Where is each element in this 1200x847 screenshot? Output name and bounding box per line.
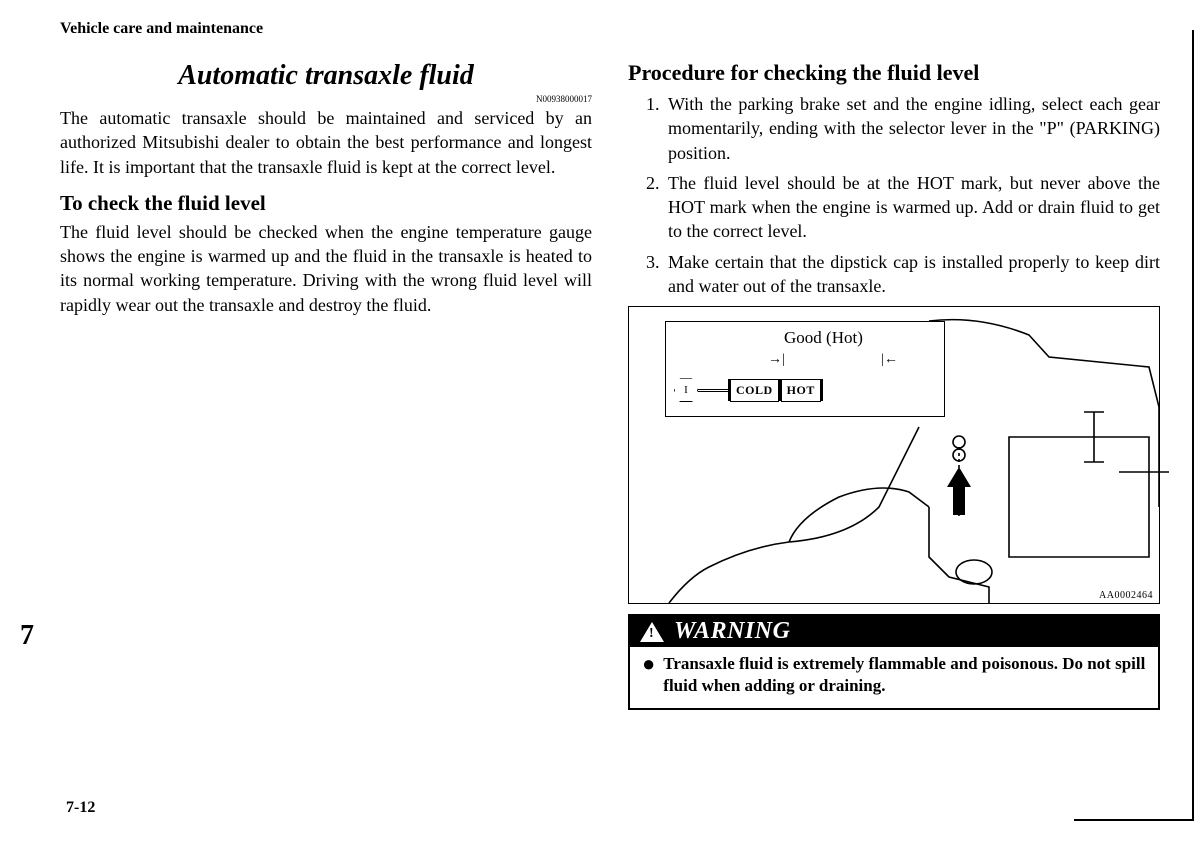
intro-paragraph: The automatic transaxle should be mainta… bbox=[60, 106, 592, 179]
page-edge-line bbox=[1192, 30, 1194, 820]
procedure-step: With the parking brake set and the engin… bbox=[664, 92, 1160, 165]
main-title: Automatic transaxle fluid bbox=[60, 60, 592, 92]
left-column: Automatic transaxle fluid N00938000017 T… bbox=[60, 18, 592, 847]
page-number: 7-12 bbox=[66, 799, 95, 817]
dipstick-inset: Good (Hot) →| |← I COLD HOT bbox=[665, 321, 945, 417]
dipstick-shaft bbox=[698, 389, 728, 392]
page-content: Automatic transaxle fluid N00938000017 T… bbox=[0, 0, 1200, 847]
up-arrow-icon bbox=[947, 467, 971, 515]
warning-text: Transaxle fluid is extremely flammable a… bbox=[663, 653, 1146, 697]
figure-code: AA0002464 bbox=[1099, 590, 1153, 601]
arrow-left-icon: |← bbox=[881, 352, 898, 368]
procedure-step: Make certain that the dipstick cap is in… bbox=[664, 250, 1160, 299]
warning-title: WARNING bbox=[674, 618, 790, 645]
dipstick-cap-icon: I bbox=[674, 378, 698, 402]
cold-mark: COLD bbox=[730, 379, 779, 402]
page-edge-line bbox=[1074, 819, 1194, 821]
subsection-body: The fluid level should be checked when t… bbox=[60, 220, 592, 317]
good-hot-label: Good (Hot) bbox=[784, 328, 863, 348]
reference-code: N00938000017 bbox=[60, 94, 592, 104]
arrow-right-icon: →| bbox=[768, 352, 785, 368]
range-arrows: →| |← bbox=[768, 352, 898, 368]
right-column: Procedure for checking the fluid level W… bbox=[628, 18, 1160, 847]
procedure-list: With the parking brake set and the engin… bbox=[628, 92, 1160, 298]
dipstick-diagram: I COLD HOT bbox=[674, 378, 823, 402]
bullet-icon: ● bbox=[642, 653, 655, 697]
hot-mark: HOT bbox=[781, 379, 821, 402]
chapter-number: 7 bbox=[20, 620, 34, 652]
warning-triangle-icon bbox=[640, 622, 664, 642]
dipstick-figure: Good (Hot) →| |← I COLD HOT AA0002464 bbox=[628, 306, 1160, 604]
subsection-title: To check the fluid level bbox=[60, 191, 592, 216]
procedure-step: The fluid level should be at the HOT mar… bbox=[664, 171, 1160, 244]
procedure-title: Procedure for checking the fluid level bbox=[628, 60, 1160, 86]
divider-line bbox=[821, 379, 823, 401]
warning-header: WARNING bbox=[630, 616, 1158, 647]
warning-box: WARNING ● Transaxle fluid is extremely f… bbox=[628, 614, 1160, 709]
warning-body: ● Transaxle fluid is extremely flammable… bbox=[630, 647, 1158, 707]
